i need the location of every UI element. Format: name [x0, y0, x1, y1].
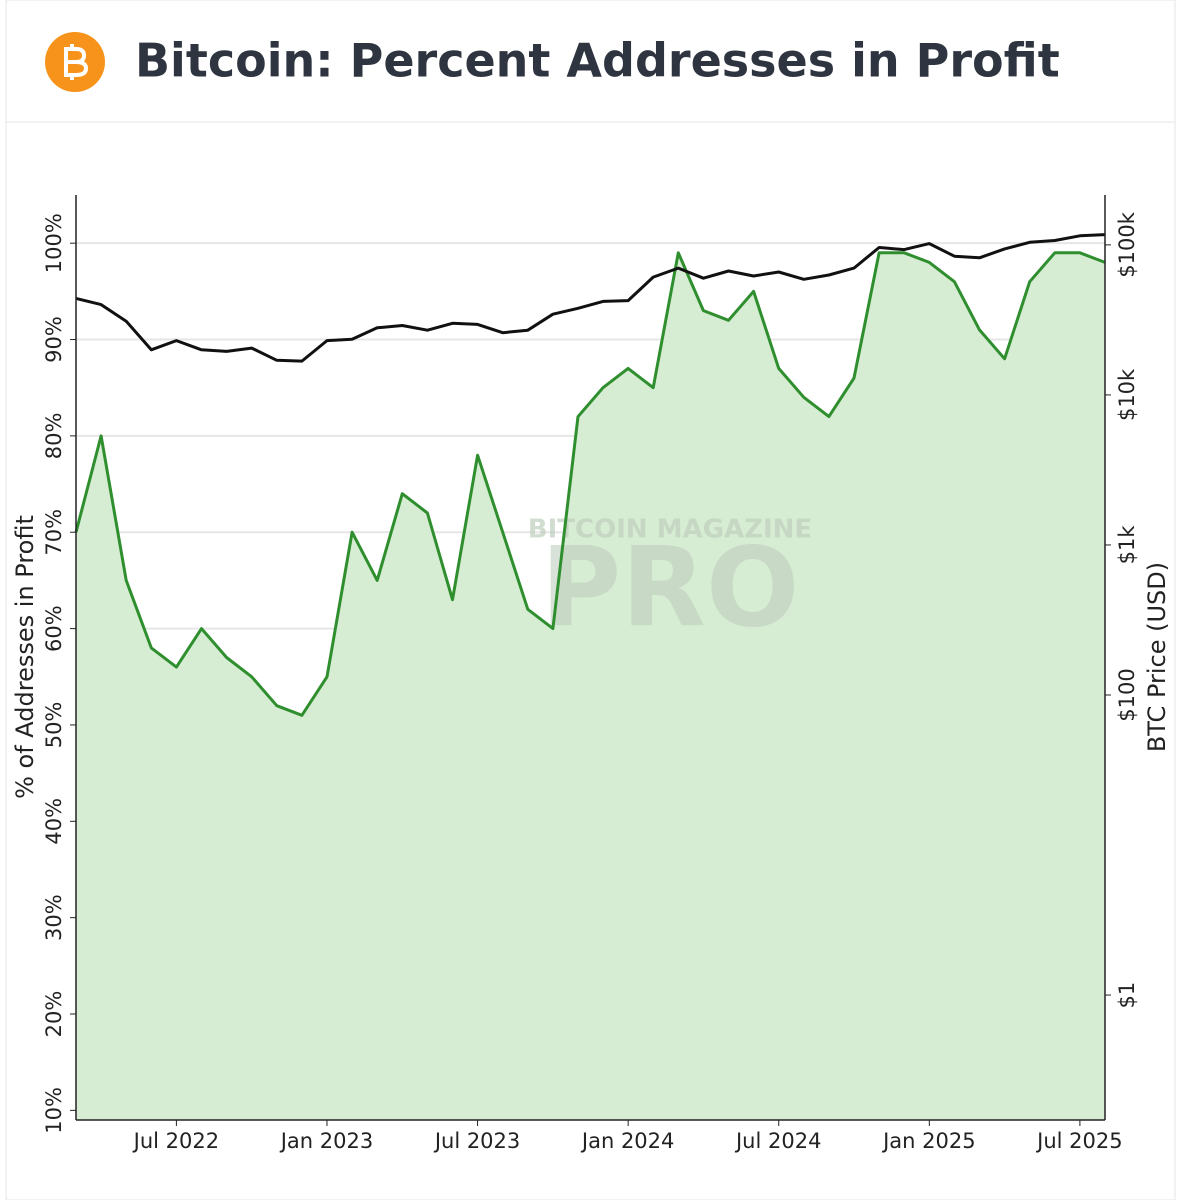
y-axis-label: % of Addresses in Profit	[11, 515, 39, 799]
x-tick-label: Jan 2024	[580, 1129, 675, 1153]
line	[74, 251, 1106, 717]
y2-tick-label: $1	[1115, 982, 1139, 1009]
y-tick-label: 40%	[42, 798, 66, 845]
y2-tick-label: $10k	[1115, 368, 1139, 421]
x-tick-label: Jan 2025	[881, 1129, 976, 1153]
watermark: PRO	[541, 523, 800, 651]
chart-title: Bitcoin: Percent Addresses in Profit	[135, 34, 1060, 88]
line	[75, 233, 1106, 363]
x-tick-label: Jul 2023	[433, 1129, 520, 1153]
y2-tick-label: $100k	[1115, 211, 1139, 277]
y2-axis-label: BTC Price (USD)	[1143, 562, 1171, 752]
watermark: BITCOIN MAGAZINE	[528, 515, 812, 545]
x-tick-label: Jul 2025	[1035, 1129, 1122, 1153]
x-tick-label: Jan 2023	[279, 1129, 374, 1153]
y-tick-label: 50%	[42, 702, 66, 749]
y-tick-label: 70%	[42, 509, 66, 556]
y-tick-label: 80%	[42, 413, 66, 460]
header	[5, 0, 1176, 123]
bitcoin-icon	[45, 32, 105, 92]
y-tick-label: 90%	[42, 316, 66, 363]
y2-tick-label: $1k	[1115, 525, 1139, 565]
y-tick-label: 60%	[42, 605, 66, 652]
x-tick-label: Jul 2024	[734, 1129, 821, 1153]
y-tick-label: 20%	[42, 991, 66, 1038]
x-tick-label: Jul 2022	[132, 1129, 219, 1153]
y2-tick-label: $100	[1115, 668, 1139, 721]
area	[76, 252, 1105, 1121]
y-tick-label: 10%	[42, 1087, 66, 1134]
y-tick-label: 100%	[42, 213, 66, 273]
y-tick-label: 30%	[42, 894, 66, 941]
